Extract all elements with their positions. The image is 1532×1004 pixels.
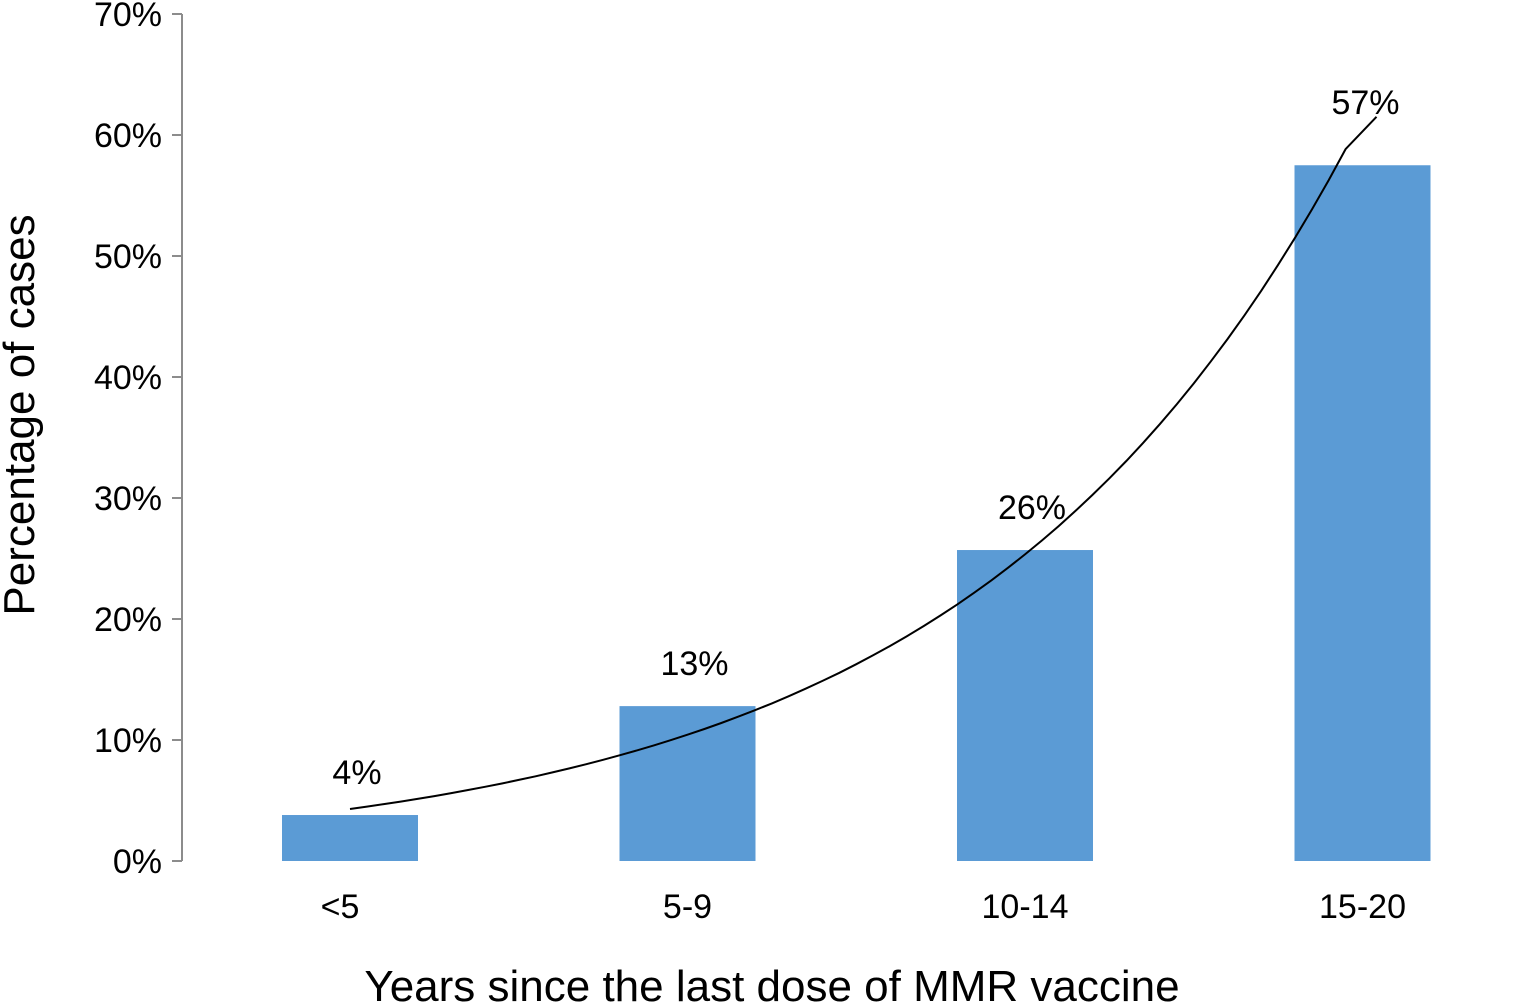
bar: [619, 706, 756, 861]
x-axis-title: Years since the last dose of MMR vaccine: [364, 962, 1179, 1004]
x-category-label: 5-9: [663, 888, 712, 926]
bars: [282, 165, 1431, 861]
y-tick-label: 60%: [94, 117, 162, 155]
y-tick-label: 50%: [94, 238, 162, 276]
data-label: 57%: [1331, 84, 1399, 122]
y-tick-label: 70%: [94, 0, 162, 34]
y-axis-title: Percentage of cases: [0, 214, 44, 615]
x-category-label: 15-20: [1319, 888, 1406, 926]
x-category-label: 10-14: [982, 888, 1069, 926]
bar: [957, 550, 1093, 861]
x-category-label: <5: [321, 888, 360, 926]
data-label: 13%: [660, 645, 728, 683]
data-label: 4%: [332, 754, 381, 792]
data-labels: 4% 13% 26% 57%: [332, 84, 1399, 792]
y-axis-ticks: 0% 10% 20% 30% 40% 50% 60% 70%: [94, 0, 182, 881]
bar: [282, 815, 418, 861]
y-tick-label: 0%: [113, 843, 162, 881]
y-tick-label: 40%: [94, 359, 162, 397]
y-tick-label: 10%: [94, 722, 162, 760]
y-tick-label: 30%: [94, 480, 162, 518]
data-label: 26%: [998, 489, 1066, 527]
y-tick-label: 20%: [94, 601, 162, 639]
bar: [1294, 165, 1431, 861]
x-axis-category-labels: <5 5-9 10-14 15-20: [321, 888, 1406, 926]
trend-line: [349, 116, 1378, 810]
